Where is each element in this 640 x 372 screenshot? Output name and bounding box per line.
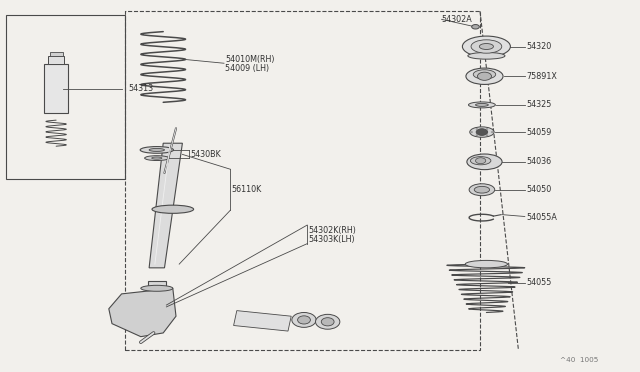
Circle shape [472, 25, 479, 29]
FancyBboxPatch shape [50, 52, 63, 56]
Ellipse shape [471, 40, 502, 53]
Text: 54010M(RH): 54010M(RH) [225, 55, 275, 64]
Ellipse shape [474, 186, 490, 193]
Circle shape [486, 128, 488, 130]
Polygon shape [109, 288, 176, 337]
Circle shape [486, 134, 488, 136]
Ellipse shape [474, 70, 496, 79]
Ellipse shape [141, 285, 173, 291]
Text: 5430BK: 5430BK [190, 150, 221, 158]
Circle shape [491, 131, 493, 133]
Ellipse shape [466, 68, 503, 84]
Text: 54036: 54036 [526, 157, 551, 166]
Text: 54009 (LH): 54009 (LH) [225, 64, 269, 73]
Circle shape [476, 129, 488, 135]
Text: 54055: 54055 [526, 278, 552, 287]
Ellipse shape [152, 157, 162, 159]
Ellipse shape [149, 148, 164, 151]
FancyBboxPatch shape [44, 64, 68, 113]
Ellipse shape [479, 44, 493, 49]
Text: 54302K(RH): 54302K(RH) [308, 226, 356, 235]
Ellipse shape [467, 154, 502, 170]
Polygon shape [149, 143, 182, 268]
Ellipse shape [470, 157, 491, 165]
Ellipse shape [298, 316, 310, 324]
Ellipse shape [469, 184, 495, 196]
Text: 54059: 54059 [526, 128, 552, 137]
Text: 54320: 54320 [526, 42, 551, 51]
Circle shape [476, 134, 478, 136]
Circle shape [477, 72, 492, 80]
FancyBboxPatch shape [48, 56, 65, 64]
FancyBboxPatch shape [148, 281, 166, 301]
Ellipse shape [140, 147, 173, 153]
Ellipse shape [145, 155, 169, 161]
Ellipse shape [468, 52, 505, 59]
Circle shape [476, 128, 478, 130]
Ellipse shape [465, 260, 508, 268]
Ellipse shape [462, 36, 511, 57]
Ellipse shape [321, 318, 334, 326]
Text: 56110K: 56110K [232, 185, 262, 194]
Text: ^40  1005: ^40 1005 [560, 357, 598, 363]
Polygon shape [234, 311, 291, 331]
Circle shape [476, 158, 486, 164]
Text: 54055A: 54055A [526, 213, 557, 222]
Text: 54050: 54050 [526, 185, 551, 194]
Ellipse shape [152, 205, 194, 214]
Ellipse shape [316, 314, 340, 329]
Ellipse shape [292, 312, 316, 327]
Ellipse shape [468, 102, 495, 108]
Circle shape [470, 131, 473, 133]
Text: 54325: 54325 [526, 100, 552, 109]
Text: 75891X: 75891X [526, 72, 557, 81]
Text: 54313: 54313 [128, 84, 153, 93]
Ellipse shape [476, 103, 488, 106]
Text: 54303K(LH): 54303K(LH) [308, 235, 355, 244]
Ellipse shape [470, 127, 494, 137]
FancyBboxPatch shape [6, 15, 125, 179]
Text: 54302A: 54302A [442, 15, 472, 24]
